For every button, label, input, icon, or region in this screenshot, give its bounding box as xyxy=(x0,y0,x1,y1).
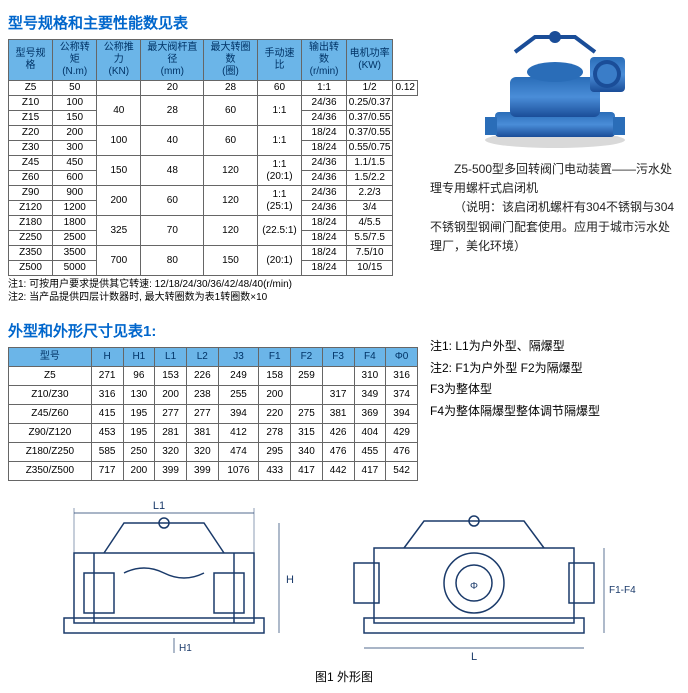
dim-title: 外型和外形尺寸见表1: xyxy=(8,320,418,341)
outline-drawing: L1 H H1 L F1-F4 Φ xyxy=(34,493,654,663)
product-title: Z5-500型多回转阀门电动装置——污水处理专用螺杆式启闭机 xyxy=(430,160,680,198)
svg-text:L1: L1 xyxy=(153,500,165,512)
spec-notes: 注1: 可按用户要求提供其它转速: 12/18/24/30/36/42/48/4… xyxy=(8,278,418,304)
dim-table: 型号HH1L1L2J3F1F2F3F4Φ0 Z52719615322624915… xyxy=(8,347,418,481)
spec-table: 型号规格公称转矩(N.m)公称推力(KN)最大阀杆直径(mm)最大转圈数(圈)手… xyxy=(8,39,418,276)
svg-text:H1: H1 xyxy=(179,643,192,654)
svg-text:L: L xyxy=(471,651,477,663)
diagram-caption: 图1 外形图 xyxy=(8,668,680,685)
dim-notes: 注1: L1为户外型、隔爆型 注2: F1为户外型 F2为隔爆型 F3为整体型 … xyxy=(430,316,680,481)
svg-text:Φ: Φ xyxy=(470,581,478,592)
svg-text:F1-F4: F1-F4 xyxy=(609,585,636,596)
spec-title: 型号规格和主要性能数见表 xyxy=(8,12,418,33)
svg-text:H: H xyxy=(286,574,294,586)
product-image xyxy=(455,12,655,152)
product-desc: （说明：该启闭机螺杆有304不锈钢与304不锈钢型钢闸门配套使用。应用于城市污水… xyxy=(430,198,680,256)
